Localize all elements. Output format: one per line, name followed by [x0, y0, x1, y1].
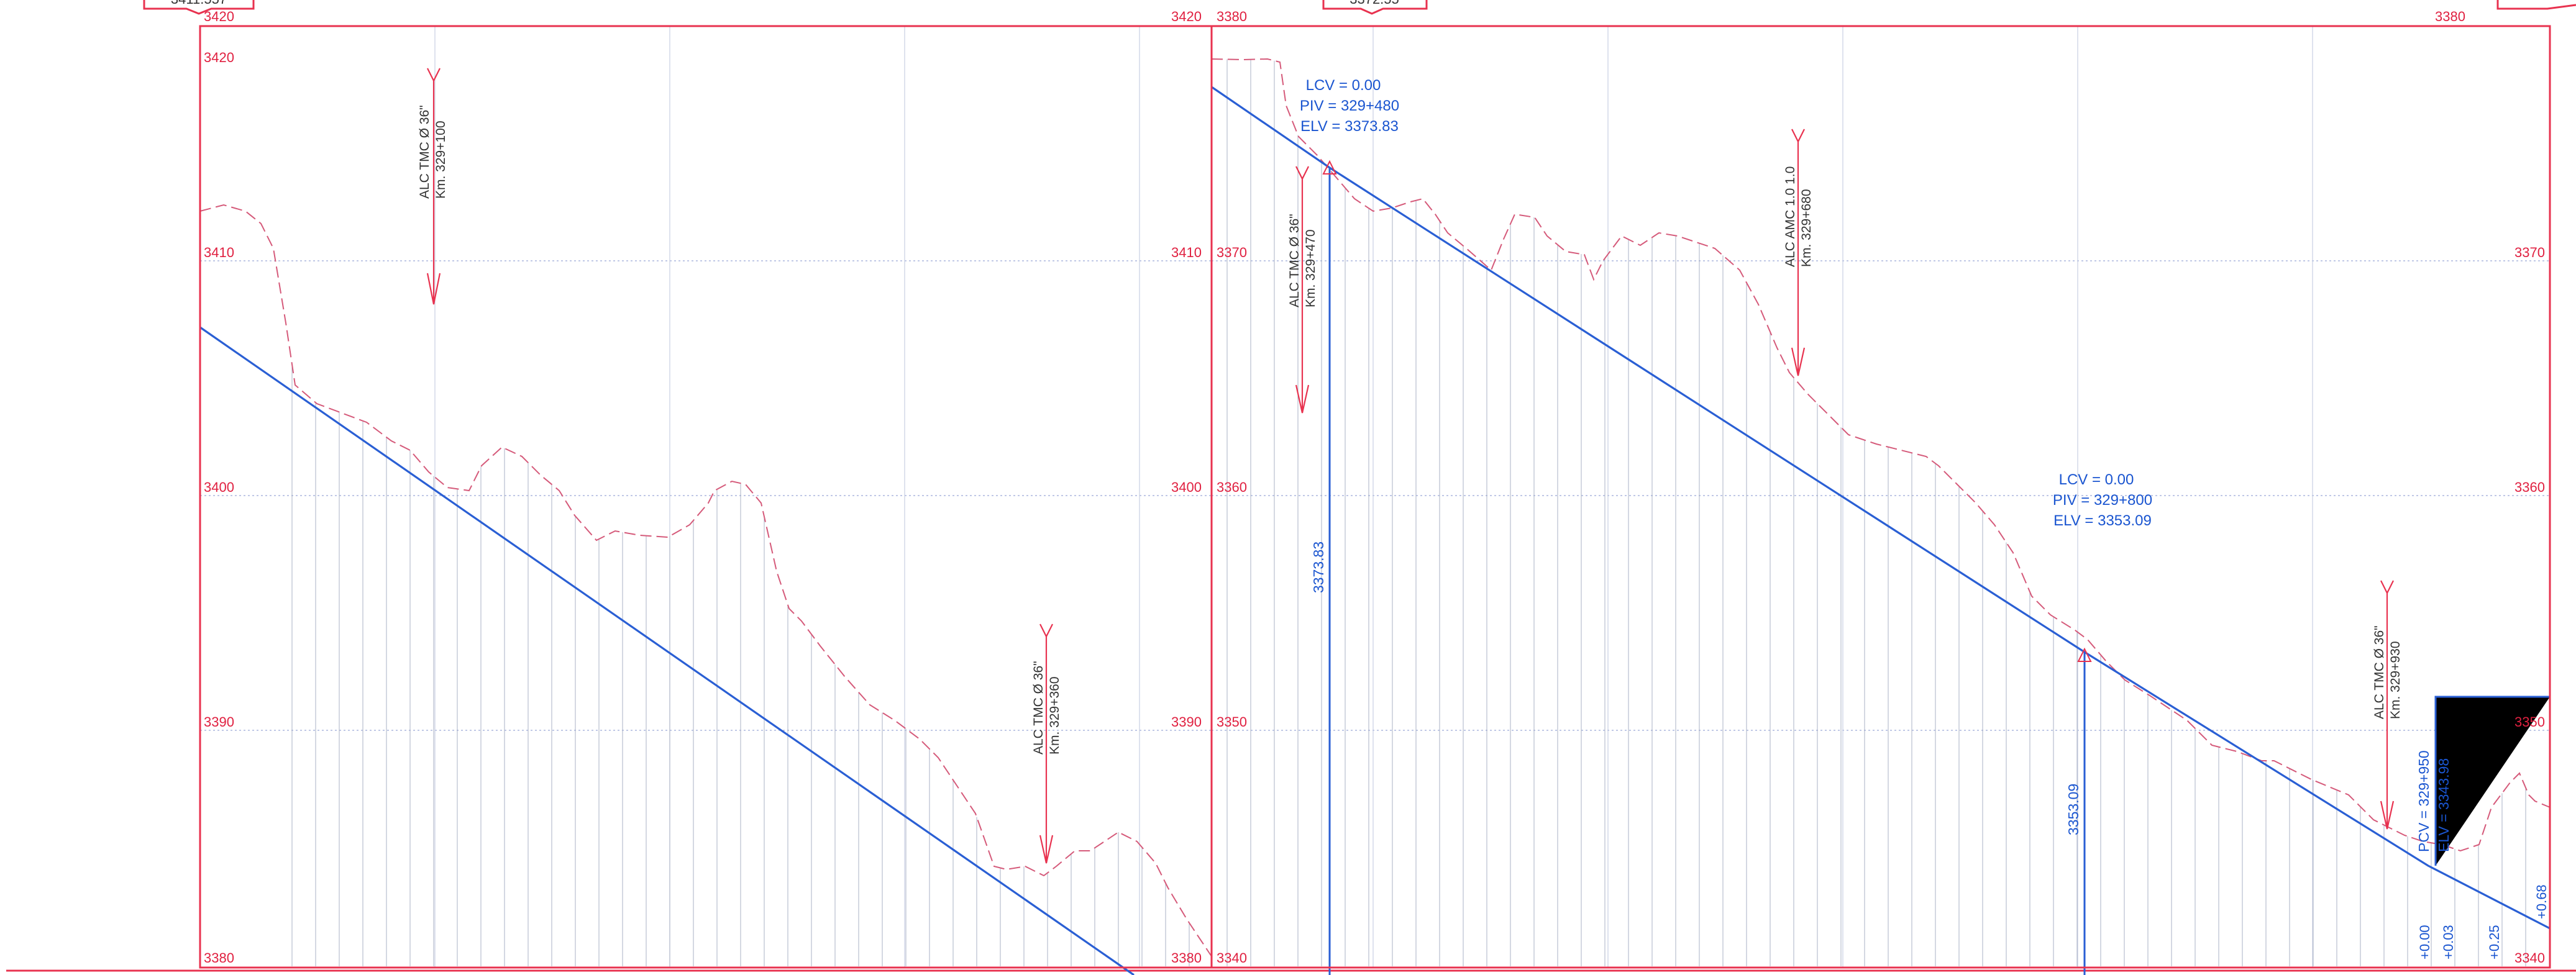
svg-text:ELV = 3353.09: ELV = 3353.09 [2053, 512, 2152, 529]
svg-text:3353.09: 3353.09 [2065, 784, 2081, 835]
header-tag-right [2496, 0, 2576, 10]
pvi-triangle-2 [2077, 647, 2092, 662]
profile-frame-panel1 [199, 25, 1213, 969]
elevation-labels-panel2-right: 3380 3370 3360 3350 3340 [2435, 9, 2545, 966]
svg-text:3350: 3350 [2514, 714, 2545, 730]
svg-text:ALC TMC Ø 36": ALC TMC Ø 36" [1287, 214, 1302, 307]
svg-text:3380: 3380 [1217, 9, 1247, 24]
ground-line-panel2 [1211, 58, 2551, 852]
pcv-annotation: PCV = 329+950 ELV = 3343.98 [2416, 750, 2452, 852]
grade-line-panel1 [199, 326, 1135, 975]
svg-text:+0.68: +0.68 [2534, 884, 2549, 919]
svg-text:LCV = 0.00: LCV = 0.00 [2059, 471, 2134, 488]
svg-text:3400: 3400 [1171, 479, 1202, 495]
svg-text:ALC TMC Ø 36": ALC TMC Ø 36" [2372, 625, 2386, 719]
svg-text:3380: 3380 [2435, 9, 2465, 24]
svg-text:ALC TMC Ø 36": ALC TMC Ø 36" [418, 105, 432, 199]
svg-text:3390: 3390 [204, 714, 234, 730]
svg-text:3410: 3410 [1171, 245, 1202, 260]
grade-line-panel2 [1211, 86, 2551, 930]
svg-text:+0.03: +0.03 [2441, 925, 2456, 959]
svg-text:3360: 3360 [1217, 479, 1247, 495]
pvi-annotation-1: LCV = 0.00 PIV = 329+480 ELV = 3373.83 3… [1300, 77, 1399, 593]
pvi-annotation-2: LCV = 0.00 PIV = 329+800 ELV = 3353.09 3… [2053, 471, 2152, 835]
crossing-marker-4: ALC AMC 1.0 1.0 Km. 329+680 [1783, 129, 1814, 376]
svg-text:3380: 3380 [1171, 950, 1202, 966]
crossing-marker-1: ALC TMC Ø 36" Km. 329+100 [418, 68, 448, 305]
offset-labels: +0.00 +0.03 +0.25 +0.68 [2417, 884, 2549, 959]
crossing-marker-3: ALC TMC Ø 36" Km. 329+470 [1287, 166, 1318, 414]
svg-text:3370: 3370 [1217, 245, 1247, 260]
svg-text:3340: 3340 [1217, 950, 1247, 966]
svg-text:ELV = 3373.83: ELV = 3373.83 [1300, 118, 1399, 135]
svg-text:3420: 3420 [204, 9, 234, 24]
svg-text:3411.557: 3411.557 [171, 0, 227, 7]
svg-text:3400: 3400 [204, 479, 234, 495]
svg-text:3420: 3420 [204, 50, 234, 65]
svg-text:Km. 329+100: Km. 329+100 [434, 120, 448, 199]
svg-text:ELV = 3343.98: ELV = 3343.98 [2436, 758, 2452, 852]
svg-text:3410: 3410 [204, 245, 234, 260]
crossing-marker-5: ALC TMC Ø 36" Km. 329+930 [2372, 580, 2403, 830]
svg-text:3420: 3420 [1171, 9, 1202, 24]
station-gridlines [434, 26, 2313, 968]
svg-text:PIV = 329+800: PIV = 329+800 [2053, 492, 2152, 509]
svg-text:PIV = 329+480: PIV = 329+480 [1300, 98, 1399, 114]
elevation-labels-panel1-right: 3420 3410 3400 3390 3380 [1171, 9, 1202, 966]
elevation-labels-panel1-left: 3420 3420 3410 3400 3390 3380 [204, 9, 234, 966]
elevation-gridlines [200, 260, 2550, 731]
svg-text:3370: 3370 [2514, 245, 2545, 260]
svg-text:ALC AMC 1.0 1.0: ALC AMC 1.0 1.0 [1783, 166, 1797, 267]
svg-text:PCV = 329+950: PCV = 329+950 [2416, 750, 2432, 852]
svg-text:3372.55: 3372.55 [1350, 0, 1399, 7]
pvi-triangle-1 [1322, 160, 1337, 175]
cut-hatching [291, 59, 2526, 966]
svg-text:+0.25: +0.25 [2487, 925, 2502, 959]
svg-text:ALC TMC Ø 36": ALC TMC Ø 36" [1031, 661, 1046, 755]
svg-text:3390: 3390 [1171, 714, 1202, 730]
svg-text:Km. 329+930: Km. 329+930 [2388, 641, 2403, 719]
svg-text:+0.00: +0.00 [2417, 925, 2432, 959]
svg-text:Km. 329+360: Km. 329+360 [1048, 676, 1062, 755]
header-tag-left: 3411.557 [143, 0, 255, 15]
ground-line-panel1 [199, 204, 1212, 957]
svg-text:Km. 329+680: Km. 329+680 [1799, 189, 1814, 267]
svg-text:3380: 3380 [204, 950, 234, 966]
pcv-bracket [2434, 696, 2550, 866]
header-tag-middle: 3372.55 [1322, 0, 1428, 15]
svg-text:3360: 3360 [2514, 479, 2545, 495]
svg-text:3373.83: 3373.83 [1310, 542, 1327, 593]
crossing-marker-2: ALC TMC Ø 36" Km. 329+360 [1031, 624, 1062, 864]
svg-text:LCV = 0.00: LCV = 0.00 [1306, 77, 1381, 94]
svg-text:Km. 329+470: Km. 329+470 [1304, 229, 1318, 307]
svg-text:3340: 3340 [2514, 950, 2545, 966]
elevation-labels-panel2-left: 3380 3370 3360 3350 3340 [1217, 9, 1247, 966]
profile-frame-panel2 [1210, 25, 2551, 969]
svg-text:3350: 3350 [1217, 714, 1247, 730]
